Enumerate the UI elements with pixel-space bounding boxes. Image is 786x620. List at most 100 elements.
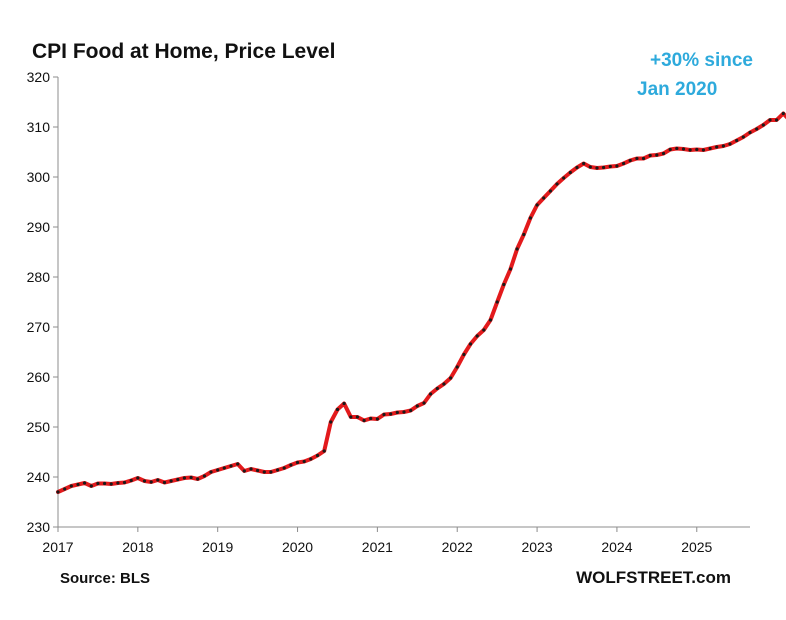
data-point (775, 118, 779, 122)
data-point (502, 282, 506, 287)
data-point (415, 404, 419, 408)
data-point (375, 417, 379, 421)
data-point (335, 407, 340, 412)
source-label: Source: BLS (60, 570, 150, 587)
data-point (389, 412, 393, 416)
x-tick-label: 2025 (681, 539, 712, 555)
y-tick-label: 300 (27, 169, 51, 185)
data-point (309, 457, 313, 461)
data-point (701, 148, 706, 152)
data-point (196, 477, 200, 481)
data-point (109, 482, 113, 486)
data-point (462, 352, 466, 357)
y-tick-label: 320 (27, 69, 51, 85)
data-point (262, 470, 266, 474)
data-point (355, 415, 359, 419)
data-point (96, 481, 100, 486)
data-point (149, 480, 153, 484)
x-axis-ticks: 2017 2018 2019 2020 2021 2022 2023 2024 2025 (42, 527, 713, 555)
data-point (169, 479, 173, 483)
data-point (648, 153, 652, 158)
x-tick-label: 2017 (42, 539, 73, 555)
data-point (781, 111, 785, 116)
data-point (528, 216, 533, 220)
data-point (615, 164, 619, 168)
data-point (515, 247, 519, 251)
series-points (56, 111, 785, 494)
data-point (122, 480, 127, 485)
data-point (488, 318, 493, 322)
data-point (435, 386, 439, 391)
annotation-line-2: Jan 2020 (637, 79, 717, 100)
data-point (342, 401, 346, 406)
data-point (635, 156, 639, 161)
data-point (382, 412, 386, 417)
series-line (56, 111, 786, 494)
data-point (402, 410, 406, 414)
data-point (588, 165, 592, 169)
data-point (89, 484, 93, 488)
data-point (322, 449, 326, 453)
data-point (655, 153, 659, 157)
data-point (628, 158, 632, 163)
data-point (369, 416, 373, 421)
data-point (56, 490, 60, 494)
data-point (442, 382, 446, 386)
data-point (715, 145, 719, 149)
data-point (209, 470, 213, 474)
data-point (362, 418, 366, 423)
data-point (595, 166, 599, 170)
data-point (103, 481, 107, 486)
data-point (269, 470, 273, 474)
data-point (116, 481, 120, 485)
x-tick-label: 2019 (202, 539, 233, 555)
data-point (522, 232, 526, 237)
data-point (142, 479, 147, 483)
data-point (468, 342, 473, 346)
data-point (495, 300, 499, 304)
data-point (761, 123, 765, 127)
data-point (315, 453, 320, 458)
data-point (608, 164, 612, 169)
data-point (329, 420, 333, 424)
x-tick-label: 2024 (601, 539, 632, 555)
data-point (216, 468, 220, 472)
data-point (728, 142, 732, 146)
data-point (675, 146, 679, 151)
chart-title: CPI Food at Home, Price Level (32, 40, 335, 63)
data-point (136, 476, 140, 480)
data-point (555, 182, 559, 186)
x-tick-label: 2020 (282, 539, 313, 555)
x-tick-label: 2022 (442, 539, 473, 555)
data-point (741, 135, 745, 139)
data-point (668, 147, 672, 152)
data-point (295, 460, 300, 465)
data-point (582, 161, 586, 166)
data-point (302, 459, 306, 464)
data-point (222, 466, 226, 470)
data-point (76, 482, 80, 487)
data-point (256, 468, 260, 473)
y-tick-label: 270 (27, 319, 51, 335)
data-point (681, 147, 686, 151)
data-point (83, 481, 87, 485)
data-point (63, 487, 67, 491)
data-point (482, 328, 486, 332)
annotation-line-1: +30% since (650, 50, 753, 71)
y-tick-label: 310 (27, 119, 51, 135)
y-tick-label: 260 (27, 369, 51, 385)
data-point (508, 267, 513, 271)
data-point (162, 480, 167, 485)
x-tick-label: 2021 (362, 539, 393, 555)
data-point (289, 463, 293, 467)
y-axis-ticks: 230 240 250 260 270 280 290 300 310 320 (27, 69, 58, 535)
x-tick-label: 2023 (521, 539, 552, 555)
data-point (282, 466, 286, 470)
data-point (69, 484, 73, 488)
data-point (429, 392, 433, 396)
data-point (129, 478, 133, 483)
y-tick-label: 240 (27, 469, 51, 485)
data-point (688, 148, 692, 152)
